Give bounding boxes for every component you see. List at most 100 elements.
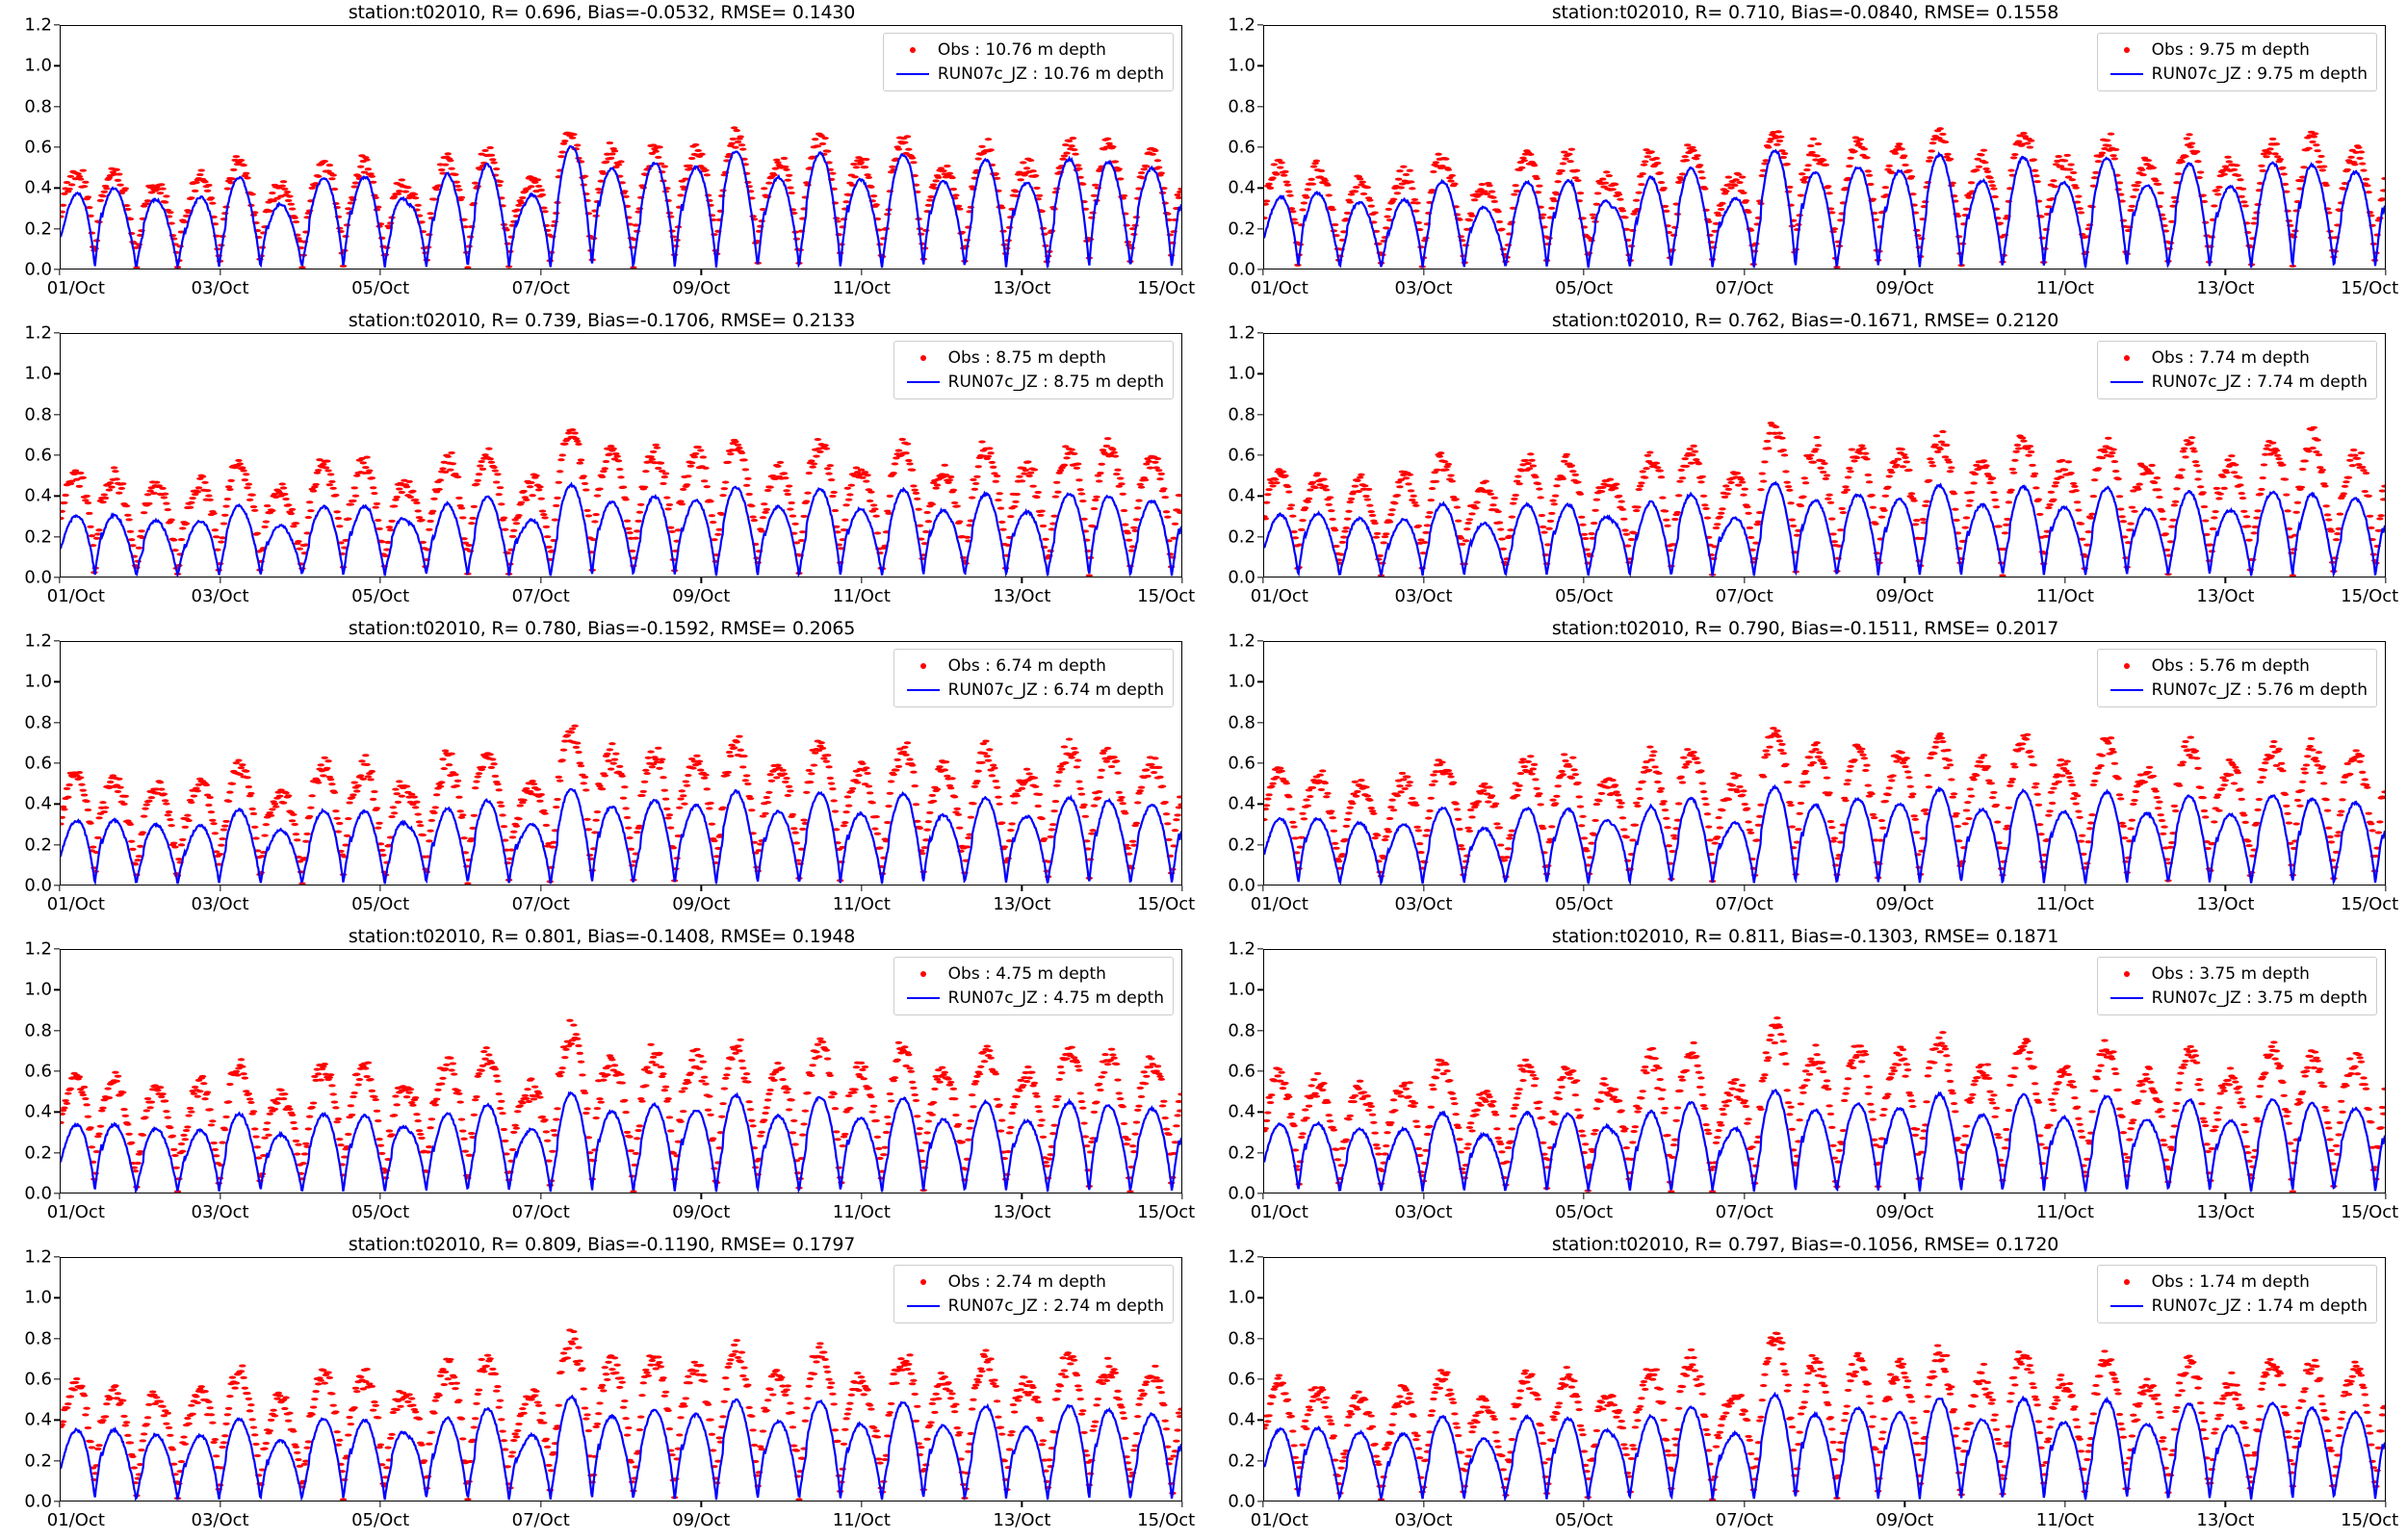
plot-area: Vel.Mag (m/s)0.00.20.40.60.81.01.201/Oct…: [1228, 1247, 2398, 1531]
obs-scatter-series: [61, 724, 1181, 885]
x-tick-label: 07/Oct: [511, 894, 570, 914]
y-tick-label: 0.0: [1228, 567, 1255, 588]
x-tick-label: 09/Oct: [672, 1510, 731, 1530]
x-tick-mark: [540, 578, 542, 583]
x-tick-mark: [1181, 270, 1183, 275]
legend-marker: [2105, 380, 2149, 384]
legend-label: RUN07c_JZ : 10.76 m depth: [937, 64, 1164, 84]
y-tick-mark: [54, 146, 60, 148]
plot-area: Vel.Mag (m/s)0.00.20.40.60.81.01.201/Oct…: [24, 631, 1195, 915]
model-line-series: [1264, 1091, 2385, 1193]
panel-title: station:t02010, R= 0.809, Bias=-0.1190, …: [348, 1234, 856, 1255]
legend-label: RUN07c_JZ : 5.76 m depth: [2151, 680, 2368, 700]
x-tick-label: 09/Oct: [1876, 278, 1934, 298]
legend: Obs : 4.75 m depth RUN07c_JZ : 4.75 m dep…: [893, 957, 1174, 1016]
y-tick-label: 0.4: [24, 177, 52, 198]
x-tick-label: 13/Oct: [993, 586, 1051, 606]
x-tick-label: 03/Oct: [191, 894, 249, 914]
legend-marker-line-icon: [906, 1304, 940, 1308]
legend-marker-dot-icon: [909, 47, 916, 54]
legend-item: Obs : 3.75 m depth: [2105, 962, 2368, 987]
x-tick-label: 15/Oct: [2341, 278, 2399, 298]
legend-item: Obs : 9.75 m depth: [2105, 38, 2368, 63]
x-tick-label: 15/Oct: [1137, 586, 1196, 606]
legend-marker: [901, 1304, 945, 1308]
x-tick-label: 15/Oct: [2341, 1510, 2399, 1530]
x-tick-label: 13/Oct: [993, 894, 1051, 914]
x-tick-label: 05/Oct: [351, 278, 410, 298]
axes-frame: Obs : 8.75 m depth RUN07c_JZ : 8.75 m dep…: [60, 333, 1182, 578]
x-tick-mark: [700, 578, 702, 583]
y-tick-label: 1.2: [1228, 938, 1255, 960]
x-tick-mark: [1744, 578, 1746, 583]
legend-item: Obs : 8.75 m depth: [901, 346, 1164, 371]
x-tick-label: 01/Oct: [46, 1510, 105, 1530]
y-tick-label: 1.2: [24, 322, 52, 344]
y-tick-mark: [1257, 1378, 1263, 1380]
legend-label: Obs : 1.74 m depth: [2151, 1272, 2310, 1292]
axes-frame: Obs : 5.76 m depth RUN07c_JZ : 5.76 m dep…: [1263, 641, 2386, 886]
y-tick-label: 0.2: [24, 526, 52, 548]
legend-label: Obs : 2.74 m depth: [947, 1272, 1106, 1292]
x-tick-mark: [1181, 886, 1183, 891]
y-tick-mark: [1257, 24, 1263, 26]
legend: Obs : 8.75 m depth RUN07c_JZ : 8.75 m dep…: [893, 341, 1174, 400]
legend-item: Obs : 6.74 m depth: [901, 654, 1164, 679]
y-tick-mark: [54, 24, 60, 26]
y-tick-mark: [1257, 803, 1263, 805]
x-tick-mark: [2385, 1502, 2387, 1507]
x-tick-mark: [2385, 1194, 2387, 1199]
y-tick-mark: [1257, 106, 1263, 108]
plot-area: Vel.Mag (m/s)0.00.20.40.60.81.01.201/Oct…: [24, 939, 1195, 1223]
legend-item: RUN07c_JZ : 8.75 m depth: [901, 371, 1164, 395]
legend-label: Obs : 4.75 m depth: [947, 964, 1106, 984]
y-tick-mark: [1257, 640, 1263, 642]
y-tick-mark: [54, 803, 60, 805]
y-tick-label: 0.6: [24, 1369, 52, 1390]
x-tick-mark: [2385, 886, 2387, 891]
x-tick-mark: [861, 1502, 863, 1507]
model-line-series: [61, 484, 1181, 576]
x-tick-label: 09/Oct: [672, 278, 731, 298]
legend-marker-dot-icon: [2123, 355, 2130, 362]
y-tick-label: 0.0: [1228, 875, 1255, 896]
panel-title: station:t02010, R= 0.762, Bias=-0.1671, …: [1551, 310, 2059, 331]
x-tick-label: 01/Oct: [1250, 1202, 1308, 1222]
legend-item: RUN07c_JZ : 2.74 m depth: [901, 1295, 1164, 1319]
chart-panel-7-74m: station:t02010, R= 0.762, Bias=-0.1671, …: [1204, 308, 2407, 616]
legend-item: RUN07c_JZ : 3.75 m depth: [2105, 987, 2368, 1011]
y-tick-label: 0.6: [24, 1061, 52, 1082]
legend-item: Obs : 10.76 m depth: [891, 38, 1164, 63]
x-tick-mark: [1583, 578, 1585, 583]
x-tick-label: 05/Oct: [351, 1510, 410, 1530]
x-tick-label: 09/Oct: [672, 1202, 731, 1222]
panel-title: station:t02010, R= 0.710, Bias=-0.0840, …: [1551, 2, 2059, 23]
axes-frame: Obs : 2.74 m depth RUN07c_JZ : 2.74 m dep…: [60, 1257, 1182, 1502]
legend-item: Obs : 7.74 m depth: [2105, 346, 2368, 371]
legend-marker: [2105, 663, 2149, 670]
legend-label: Obs : 10.76 m depth: [937, 40, 1106, 60]
x-tick-mark: [2064, 1502, 2066, 1507]
y-tick-mark: [1257, 844, 1263, 846]
y-tick-label: 0.4: [24, 793, 52, 814]
y-tick-mark: [1257, 1338, 1263, 1340]
legend-marker-line-icon: [895, 72, 929, 76]
obs-scatter-series: [61, 1328, 1181, 1501]
legend-marker-dot-icon: [2123, 47, 2130, 54]
x-tick-label: 03/Oct: [191, 1202, 249, 1222]
y-tick-label: 0.6: [1228, 1061, 1255, 1082]
x-tick-mark: [540, 1194, 542, 1199]
x-tick-label: 07/Oct: [511, 1202, 570, 1222]
y-tick-mark: [1257, 885, 1263, 886]
y-tick-label: 1.2: [1228, 1246, 1255, 1268]
legend-marker-dot-icon: [919, 663, 926, 670]
x-tick-mark: [1744, 270, 1746, 275]
x-tick-label: 01/Oct: [1250, 894, 1308, 914]
y-tick-mark: [1257, 577, 1263, 578]
obs-scatter-series: [61, 1018, 1181, 1193]
legend-marker-line-icon: [906, 688, 940, 692]
legend-label: Obs : 9.75 m depth: [2151, 40, 2310, 60]
x-tick-mark: [700, 886, 702, 891]
x-tick-mark: [379, 886, 381, 891]
